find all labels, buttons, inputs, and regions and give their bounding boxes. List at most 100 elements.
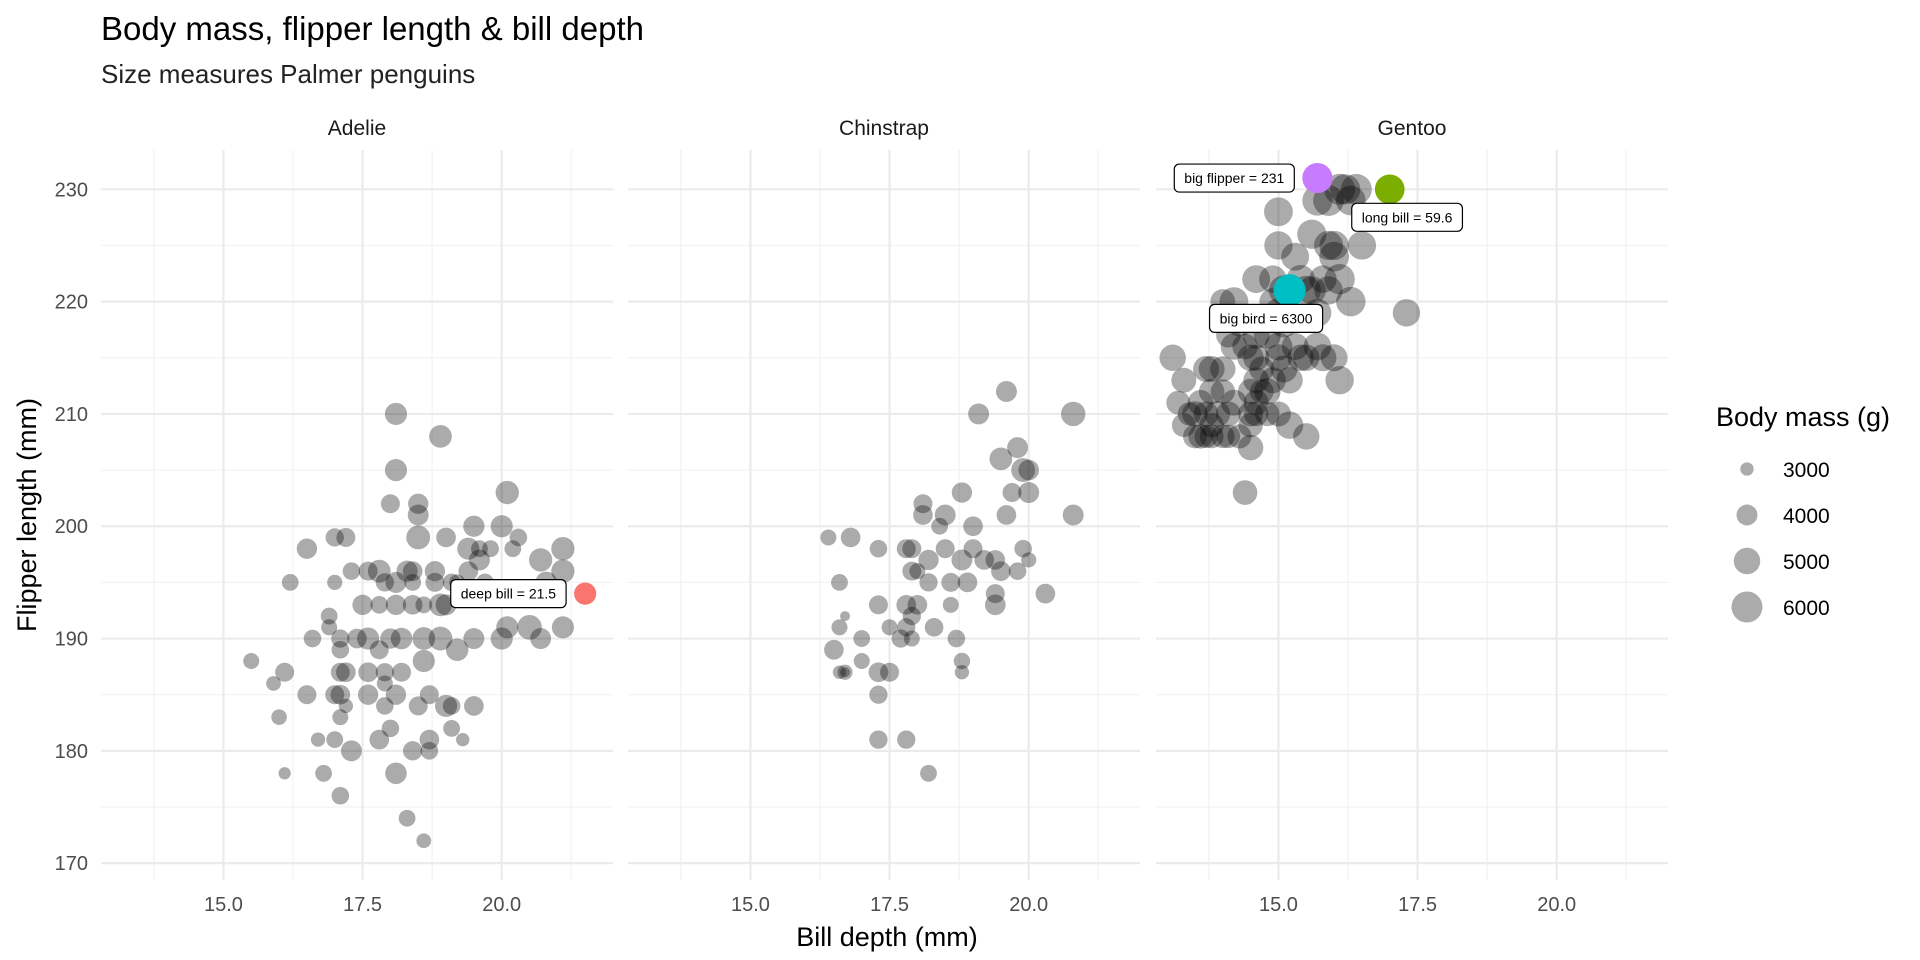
data-point	[1297, 219, 1327, 249]
data-point	[1166, 390, 1191, 415]
data-point	[869, 685, 888, 704]
data-point	[551, 559, 575, 583]
data-point	[1232, 333, 1258, 360]
x-axis-title: Bill depth (mm)	[796, 922, 978, 952]
data-point	[1293, 344, 1320, 372]
data-point	[419, 729, 440, 750]
data-point	[381, 719, 400, 738]
data-point	[330, 684, 351, 705]
data-point	[357, 627, 380, 650]
annotation-box	[1208, 303, 1324, 333]
data-point	[853, 652, 870, 670]
data-point	[1198, 378, 1225, 405]
y-tick-label: 170	[55, 853, 88, 875]
data-point	[385, 571, 407, 593]
data-point	[398, 809, 416, 827]
facet-chinstrap: Chinstrap 15.0 17.5 20.0	[628, 117, 1140, 916]
data-point	[996, 505, 1017, 525]
data-point	[985, 584, 1005, 604]
data-point	[509, 528, 528, 547]
data-point	[320, 607, 338, 625]
y-tick-label: 180	[55, 741, 88, 763]
data-point	[482, 540, 499, 558]
data-point	[1018, 459, 1040, 481]
data-point	[412, 627, 436, 650]
data-point	[336, 527, 356, 547]
data-point	[913, 494, 933, 514]
data-point	[408, 493, 429, 514]
data-point	[1281, 333, 1309, 361]
data-point	[406, 525, 431, 550]
data-point	[281, 573, 299, 591]
x-tick-label: 20.0	[1537, 894, 1576, 916]
data-point	[375, 663, 394, 682]
data-point	[376, 675, 393, 692]
data-point	[1287, 344, 1314, 372]
legend-key	[1731, 591, 1763, 623]
data-point	[1264, 231, 1293, 260]
facet-panels: Adelie 15.0 17.5 20.0 deep bill = 21.5 Chinst…	[101, 117, 1668, 916]
data-point	[434, 694, 458, 718]
data-point	[463, 628, 485, 650]
data-point	[551, 537, 575, 561]
data-point	[1159, 344, 1186, 372]
data-point	[1254, 378, 1281, 405]
data-point	[1392, 299, 1421, 327]
data-point	[1187, 389, 1214, 416]
data-point	[891, 629, 910, 648]
legend-key	[1740, 462, 1754, 476]
data-point	[517, 614, 542, 640]
data-point	[385, 684, 407, 705]
data-point	[325, 528, 344, 547]
data-point	[404, 573, 422, 591]
data-point	[347, 628, 367, 649]
y-tick-label: 190	[55, 629, 88, 651]
data-point	[385, 762, 407, 785]
x-tick-label: 20.0	[482, 894, 521, 916]
data-point	[909, 563, 926, 580]
annotation-text: big flipper = 231	[1184, 170, 1284, 186]
data-point	[336, 662, 356, 683]
data-point	[271, 709, 287, 725]
legend-title: Body mass (g)	[1716, 402, 1890, 432]
data-point	[419, 685, 439, 705]
data-point	[443, 719, 461, 737]
data-point	[331, 629, 350, 648]
data-point	[1309, 265, 1337, 293]
data-point	[951, 549, 973, 571]
data-point	[380, 494, 400, 514]
data-point	[1210, 356, 1236, 382]
data-point	[840, 667, 851, 678]
data-point	[445, 638, 469, 662]
data-point	[358, 662, 378, 683]
data-point	[869, 539, 888, 558]
data-point	[963, 539, 983, 559]
data-point	[442, 697, 461, 715]
annotation-label: big bird = 6300	[1208, 303, 1324, 333]
data-point	[896, 595, 917, 615]
data-point	[1319, 230, 1349, 261]
data-point	[837, 664, 853, 680]
legend-label: 4000	[1783, 505, 1830, 528]
chart-title: Body mass, flipper length & bill depth	[101, 10, 644, 47]
data-point	[1194, 424, 1218, 449]
legend-key	[1736, 504, 1758, 526]
data-point	[984, 594, 1006, 616]
data-point	[869, 730, 888, 749]
data-point	[1264, 197, 1293, 227]
data-point	[853, 630, 871, 647]
data-point	[1238, 401, 1264, 427]
data-point	[325, 685, 345, 705]
data-point	[913, 505, 933, 525]
data-point	[1275, 411, 1304, 439]
data-point	[504, 540, 522, 558]
data-point	[1313, 185, 1344, 216]
data-point	[1171, 367, 1197, 393]
data-point	[396, 560, 418, 582]
data-point	[1264, 344, 1292, 372]
data-point	[332, 709, 349, 726]
data-point	[1265, 401, 1291, 427]
data-point	[935, 539, 955, 559]
data-point	[530, 628, 552, 650]
